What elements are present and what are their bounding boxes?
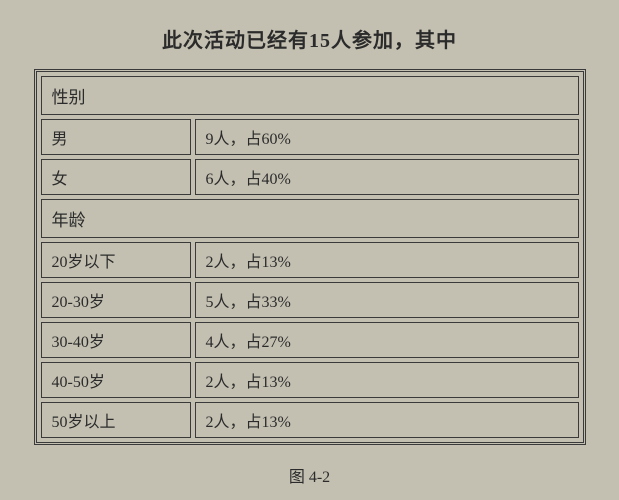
row-label: 女 <box>41 159 191 195</box>
stats-table: 性别 男 9人，占60% 女 6人，占40% 年龄 20岁以下 2人，占13% … <box>34 69 586 445</box>
table-row: 女 6人，占40% <box>41 159 579 195</box>
row-label: 20-30岁 <box>41 282 191 318</box>
section-header-label: 年龄 <box>41 199 579 238</box>
row-label: 30-40岁 <box>41 322 191 358</box>
row-label: 50岁以上 <box>41 402 191 438</box>
table-row: 50岁以上 2人，占13% <box>41 402 579 438</box>
row-label: 男 <box>41 119 191 155</box>
table-row: 40-50岁 2人，占13% <box>41 362 579 398</box>
page-title: 此次活动已经有15人参加，其中 <box>162 24 457 53</box>
table-row: 男 9人，占60% <box>41 119 579 155</box>
figure-caption: 图 4-2 <box>289 463 330 487</box>
section-header-gender: 性别 <box>41 76 579 115</box>
row-value: 4人，占27% <box>195 322 579 358</box>
row-value: 2人，占13% <box>195 402 579 438</box>
table-row: 20-30岁 5人，占33% <box>41 282 579 318</box>
row-value: 2人，占13% <box>195 242 579 278</box>
row-value: 2人，占13% <box>195 362 579 398</box>
row-value: 6人，占40% <box>195 159 579 195</box>
row-value: 9人，占60% <box>195 119 579 155</box>
row-label: 20岁以下 <box>41 242 191 278</box>
row-label: 40-50岁 <box>41 362 191 398</box>
table-row: 20岁以下 2人，占13% <box>41 242 579 278</box>
section-header-age: 年龄 <box>41 199 579 238</box>
table-row: 30-40岁 4人，占27% <box>41 322 579 358</box>
row-value: 5人，占33% <box>195 282 579 318</box>
section-header-label: 性别 <box>41 76 579 115</box>
